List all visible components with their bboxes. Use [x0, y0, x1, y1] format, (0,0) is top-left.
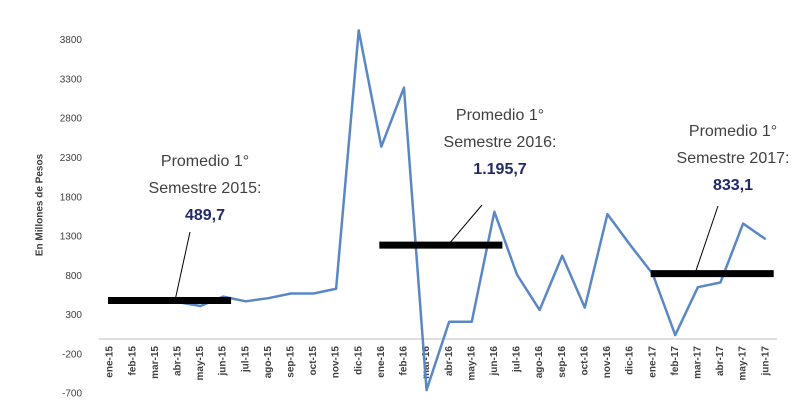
x-tick-label: feb-15	[127, 346, 138, 376]
x-tick-label: sep-16	[557, 346, 568, 378]
x-tick-label: feb-16	[399, 346, 410, 376]
x-tick-label: nov-15	[331, 346, 342, 379]
x-tick-label: may-16	[466, 346, 477, 381]
x-tick-label: mar-17	[693, 346, 704, 379]
x-tick-label: jun-15	[218, 346, 229, 377]
x-tick-label: may-15	[195, 346, 206, 381]
x-tick-label: mar-15	[150, 346, 161, 379]
y-tick-label: 3800	[60, 35, 83, 46]
y-tick-label: -700	[62, 389, 82, 400]
annotation-text: Semestre 2016:	[444, 134, 557, 151]
x-tick-label: oct-15	[308, 346, 319, 376]
annotation-value: 489,7	[185, 207, 225, 224]
x-tick-label: ene-17	[647, 346, 658, 378]
x-tick-label: ene-16	[376, 346, 387, 378]
y-axis-label: En Millones de Pesos	[35, 153, 46, 256]
x-tick-label: jul-16	[512, 346, 523, 374]
annotation-text: Semestre 2015:	[149, 180, 262, 197]
y-tick-label: 300	[65, 310, 82, 321]
x-tick-label: abr-17	[715, 346, 726, 376]
y-tick-label: 800	[65, 271, 82, 282]
x-tick-label: oct-16	[579, 346, 590, 376]
x-tick-label: dic-15	[353, 346, 364, 375]
x-tick-label: may-17	[738, 346, 749, 381]
x-tick-label: jun-16	[489, 346, 500, 377]
annotation-value: 1.195,7	[473, 161, 526, 178]
annotation-text: Promedio 1°	[456, 107, 544, 124]
annotation-value: 833,1	[713, 177, 753, 194]
x-tick-label: nov-16	[602, 346, 613, 379]
leader-line	[694, 205, 719, 274]
y-tick-label: 3300	[60, 74, 83, 85]
y-tick-label: 2300	[60, 153, 83, 164]
x-tick-label: mar-16	[421, 346, 432, 379]
y-tick-label: 1300	[60, 232, 83, 243]
x-tick-label: sep-15	[286, 346, 297, 378]
x-tick-label: ene-15	[105, 346, 116, 378]
x-tick-label: jul-15	[240, 346, 251, 374]
x-tick-label: jun-17	[760, 346, 771, 377]
y-tick-label: 2800	[60, 114, 83, 125]
leader-line	[174, 231, 191, 301]
x-tick-label: abr-15	[172, 346, 183, 376]
x-tick-label: feb-17	[670, 346, 681, 376]
x-tick-label: ago-15	[263, 346, 274, 379]
x-tick-label: dic-16	[625, 346, 636, 375]
leader-line	[447, 204, 483, 246]
annotation-text: Semestre 2017:	[677, 150, 790, 167]
y-tick-label: -200	[62, 349, 82, 360]
x-tick-label: ago-16	[534, 346, 545, 379]
x-tick-label: abr-16	[444, 346, 455, 376]
annotation-text: Promedio 1°	[161, 153, 249, 170]
annotation-text: Promedio 1°	[689, 123, 777, 140]
y-tick-label: 1800	[60, 192, 83, 203]
